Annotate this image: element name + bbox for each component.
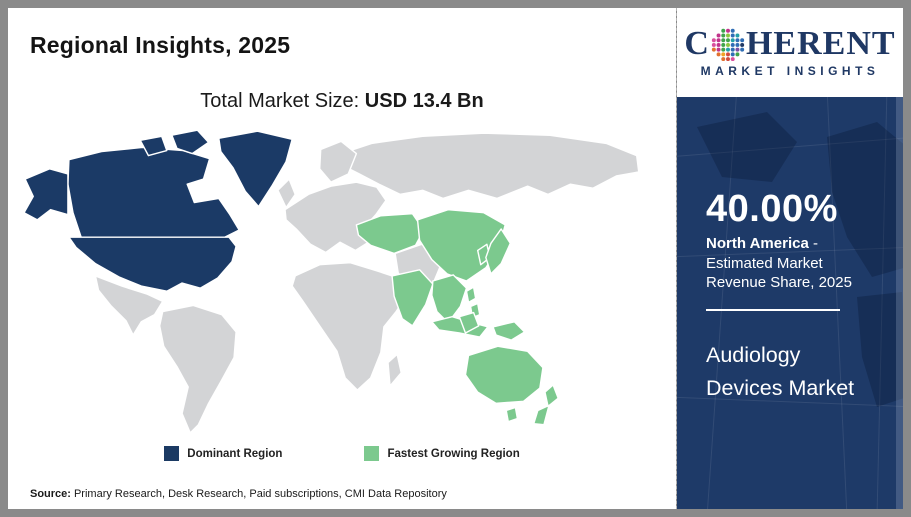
- fastest-growing-region-label: Fastest Growing Region: [387, 447, 520, 460]
- total-market-size-value: USD 13.4 Bn: [364, 90, 484, 112]
- map-region-tasmania: [505, 406, 519, 423]
- stat-suffix: - Estimated Market Revenue Share, 2025: [706, 234, 852, 292]
- dotted-globe-icon: [711, 28, 745, 61]
- map-region-southeast-asia: [431, 274, 468, 324]
- map-region-greenland: [218, 130, 293, 208]
- main-panel: Regional Insights, 2025 Total Market Siz…: [8, 8, 676, 509]
- source-note: Source: Primary Research, Desk Research, …: [30, 488, 447, 500]
- world-map: [20, 123, 660, 444]
- stat-description: North America - Estimated Market Revenue…: [706, 234, 885, 293]
- brand-subtitle: MARKET INSIGHTS: [700, 64, 880, 78]
- map-region-canada-arctic-2: [139, 135, 168, 157]
- map-region-africa: [291, 261, 408, 391]
- brand-wordmark: C HERENT: [684, 27, 895, 61]
- map-region-borneo: [458, 311, 480, 334]
- map-region-central-asia: [355, 213, 425, 255]
- map-region-new-guinea: [492, 321, 526, 341]
- map-region-scandinavia: [318, 140, 358, 183]
- market-name: Audiology Devices Market: [706, 343, 855, 400]
- fastest-growing-region-swatch: [364, 446, 380, 461]
- panel-edge-highlight: [896, 97, 903, 509]
- stat-region: North America: [706, 234, 809, 252]
- map-region-russia: [340, 132, 640, 200]
- sidebar: C HERENT MARKET INSIGHTS: [676, 8, 903, 509]
- dominant-region-label: Dominant Region: [187, 447, 283, 460]
- world-map-watermark: [677, 97, 903, 509]
- map-region-alaska: [23, 168, 69, 221]
- map-region-japan: [485, 228, 512, 275]
- total-market-size: Total Market Size: USD 13.4 Bn: [8, 90, 676, 113]
- brand-letter-c: C: [684, 25, 710, 62]
- map-legend: Dominant Region Fastest Growing Region: [8, 446, 676, 461]
- map-region-madagascar: [387, 353, 402, 387]
- source-text: Primary Research, Desk Research, Paid su…: [73, 488, 447, 500]
- world-map-svg: [23, 129, 640, 434]
- page-title: Regional Insights, 2025: [30, 32, 291, 58]
- dominant-region-swatch: [164, 446, 180, 461]
- brand-letters-rest: HERENT: [745, 25, 896, 62]
- map-region-australia: [464, 345, 544, 405]
- legend-item-dominant: Dominant Region: [164, 446, 282, 461]
- map-region-uk: [277, 178, 296, 209]
- map-region-new-zealand: [533, 384, 559, 426]
- legend-item-fastest: Fastest Growing Region: [364, 446, 520, 461]
- map-region-south-america: [158, 304, 237, 434]
- map-region-indonesia: [431, 315, 489, 338]
- map-region-mexico: [94, 275, 164, 336]
- brand-logo: C HERENT MARKET INSIGHTS: [677, 8, 903, 97]
- map-region-usa: [68, 236, 237, 292]
- total-market-size-label: Total Market Size:: [200, 90, 360, 112]
- map-region-india: [391, 269, 434, 327]
- divider-line: [706, 309, 840, 312]
- highlight-panel: 40.00% North America - Estimated Market …: [677, 97, 903, 509]
- source-label: Source:: [30, 488, 71, 500]
- stat-value: 40.00%: [706, 188, 838, 230]
- map-region-canada: [67, 146, 240, 238]
- map-region-canada-arctic-1: [171, 129, 210, 155]
